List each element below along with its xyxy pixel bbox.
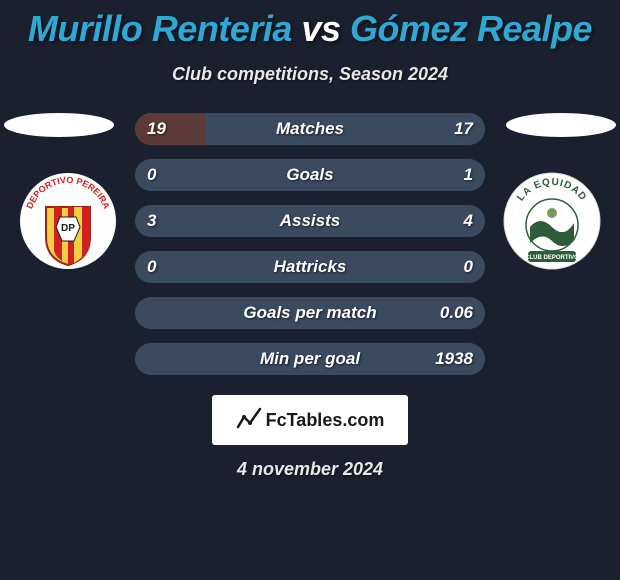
vs-separator: vs [292,8,350,49]
stat-value-right: 4 [464,205,473,237]
stat-label: Matches [135,113,485,145]
stat-value-left: 0 [147,251,156,283]
stat-row: Matches19 17 [135,113,485,145]
stat-label: Goals per match [135,297,485,329]
stat-value-right: 17 [454,113,473,145]
comparison-title: Murillo Renteria vs Gómez Realpe [0,0,620,50]
player2-club-badge: LA EQUIDAD CLUB DEPORTIVO [502,171,602,271]
stat-row: Hattricks0 0 [135,251,485,283]
branding-text: FcTables.com [266,410,385,431]
stat-value-left: 3 [147,205,156,237]
branding-box: FcTables.com [212,395,408,445]
comparison-date: 4 november 2024 [0,459,620,480]
stat-value-right: 1938 [435,343,473,375]
player2-name: Gómez Realpe [350,8,592,49]
branding-icon [236,405,262,436]
stat-row: Assists3 4 [135,205,485,237]
stat-value-left: 19 [147,113,166,145]
stat-label: Min per goal [135,343,485,375]
stat-value-left: 0 [147,159,156,191]
stat-label: Assists [135,205,485,237]
player2-avatar-placeholder [506,113,616,137]
stat-label: Goals [135,159,485,191]
player1-name: Murillo Renteria [28,8,292,49]
stat-label: Hattricks [135,251,485,283]
stat-value-right: 0.06 [440,297,473,329]
stat-row: Goals0 1 [135,159,485,191]
stat-row: Goals per match0.06 [135,297,485,329]
player1-club-badge: DEPORTIVO PEREIRA DP [18,171,118,271]
stat-bars-container: Matches1917Goals01Assists34Hattricks00Go… [135,113,485,389]
badge-right-ribbon-text: CLUB DEPORTIVO [525,255,579,261]
stat-value-right: 0 [464,251,473,283]
subtitle: Club competitions, Season 2024 [0,64,620,85]
stat-row: Min per goal1938 [135,343,485,375]
player1-avatar-placeholder [4,113,114,137]
svg-text:DP: DP [61,223,75,234]
stat-value-right: 1 [464,159,473,191]
